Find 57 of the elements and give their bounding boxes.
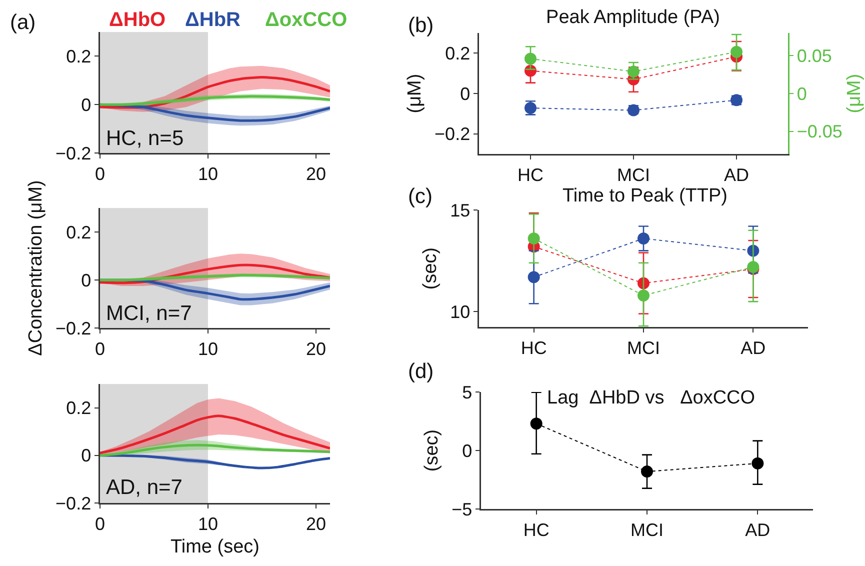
y-tick-label: 15 [450,200,470,220]
x-tick-label: 0 [94,164,106,184]
y2-axis-title: (μM) [844,74,865,114]
y-tick-label: −0.2 [56,493,92,514]
y-tick-label: −0.2 [56,143,92,164]
y-tick-label: 0.2 [66,398,92,418]
x-tick-label: AD [740,338,766,358]
x-tick-label: 20 [306,164,326,184]
x-tick-label: 20 [306,514,326,534]
annotation: AD, n=7 [106,476,182,499]
text: (a) [10,11,36,34]
x-tick-label: 20 [306,338,326,359]
chart-title: Time to Peak (TTP) [562,186,728,207]
annotation: HC, n=5 [106,127,184,150]
x-tick-label: HC [520,338,547,358]
y2-tick-label: −0.05 [796,122,842,142]
x-tick-label: MCI [617,164,650,185]
x-tick-label: 10 [198,514,218,534]
x-tick-label: 0 [94,514,106,534]
text: (b) [408,14,434,37]
y-tick-label: 0 [460,84,470,104]
y-tick-label: 0 [81,94,92,115]
y-axis-title: (sec) [420,247,442,290]
y-tick-label: −0.2 [56,318,92,338]
x-tick-label: MCI [627,338,660,358]
y-tick-label: −0.2 [434,124,470,144]
text: ΔoxCCO [265,9,348,31]
chart-title: Lag ΔHbD vs ΔoxCCO [547,388,756,409]
x-tick-label: HC [523,520,550,540]
x-tick-label: MCI [630,520,664,540]
y-tick-label: 0.2 [66,222,92,242]
y-tick-label: 0 [462,440,472,461]
y-axis-title: ΔConcentration (μM) [26,180,47,356]
y-tick-label: 5 [462,382,472,402]
text: (d) [408,360,434,383]
y-tick-label: −5 [452,499,472,520]
y-axis-title: (sec) [422,429,443,472]
x-axis-title: Time (sec) [170,536,260,558]
x-tick-label: 10 [198,164,218,184]
y2-tick-label: 0 [796,84,807,104]
x-tick-label: 0 [94,338,106,359]
text: ΔHbO [109,9,166,31]
y-tick-label: 10 [450,302,470,322]
y-axis-title: (μM) [404,74,426,114]
x-tick-label: AD [724,164,750,185]
y-tick-label: 0 [81,270,92,290]
y-tick-label: 0.2 [66,46,92,66]
x-tick-label: AD [745,520,770,540]
y2-tick-label: 0.05 [796,46,832,66]
y-tick-label: 0.2 [445,43,470,64]
text: ΔHbR [185,9,242,31]
x-tick-label: 10 [198,338,218,359]
chart-title: Peak Amplitude (PA) [546,7,720,28]
text: (c) [408,185,432,208]
y-tick-label: 0 [81,446,92,466]
x-tick-label: HC [518,164,544,185]
annotation: MCI, n=7 [106,302,192,325]
